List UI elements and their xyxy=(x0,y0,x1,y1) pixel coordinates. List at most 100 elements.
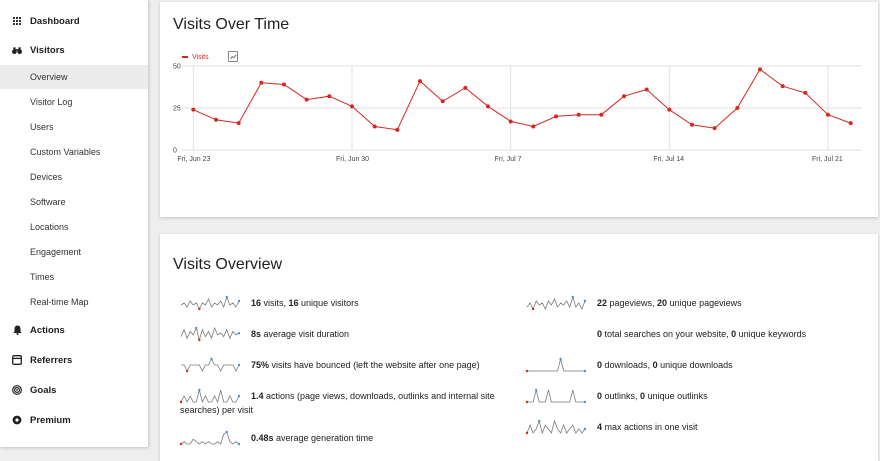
overview-metric-text: 0.48s average generation time xyxy=(251,433,373,443)
metric-label: max actions in one visit xyxy=(602,422,698,432)
visits-line-chart[interactable]: 0 25 50 Fri, Jun 23 Fri, Jun 30 Fri, Jul 7 Fri… xyxy=(160,32,878,212)
data-point[interactable] xyxy=(372,124,377,129)
data-point[interactable] xyxy=(531,124,536,129)
metric-label: total searches on your website, xyxy=(602,329,732,339)
sparkline[interactable] xyxy=(180,430,240,446)
data-point[interactable] xyxy=(395,127,400,132)
metric-value: 4 xyxy=(597,422,603,432)
data-point[interactable] xyxy=(644,87,649,92)
sidebar-item-users[interactable]: Users xyxy=(30,122,54,132)
sidebar-item-visitor-log[interactable]: Visitor Log xyxy=(30,97,73,107)
overview-metric-row: 0 total searches on your website, 0 uniq… xyxy=(526,326,806,342)
overview-metric-text: 0 downloads, 0 unique downloads xyxy=(597,360,733,370)
x-tick-label: Fri, Jun 23 xyxy=(177,156,210,163)
sidebar-item-devices[interactable]: Devices xyxy=(30,172,63,182)
data-point[interactable] xyxy=(327,94,332,99)
data-point[interactable] xyxy=(599,112,604,117)
sidebar-category-dashboard[interactable]: Dashboard xyxy=(0,9,148,33)
data-point[interactable] xyxy=(803,90,808,95)
metric-label: visits, xyxy=(261,298,289,308)
sidebar-category-label: Goals xyxy=(30,384,57,396)
data-point[interactable] xyxy=(214,117,218,122)
data-point[interactable] xyxy=(554,114,558,119)
metric-value: 1.4 xyxy=(251,391,264,401)
sidebar-category-goals[interactable]: Goals xyxy=(0,378,148,402)
sidebar-item-locations[interactable]: Locations xyxy=(30,222,69,232)
sidebar-item-custom-variables[interactable]: Custom Variables xyxy=(30,147,101,157)
target-icon xyxy=(12,385,22,395)
sparkline[interactable] xyxy=(526,326,586,342)
sidebar-category-visitors[interactable]: Visitors xyxy=(0,38,148,62)
sidebar-item-overview[interactable]: Overview xyxy=(0,65,148,89)
image-export-icon[interactable] xyxy=(228,51,238,62)
legend-swatch xyxy=(182,56,188,58)
data-point[interactable] xyxy=(826,112,830,117)
metric-value: 8s xyxy=(251,329,262,339)
data-point[interactable] xyxy=(304,97,309,102)
sidebar-item-real-time-map[interactable]: Real-time Map xyxy=(30,297,89,307)
data-point[interactable] xyxy=(486,104,490,109)
sidebar-category-actions[interactable]: Actions xyxy=(0,318,148,342)
sparkline[interactable] xyxy=(526,388,586,404)
sparkline[interactable] xyxy=(526,419,586,435)
metric-label: actions (page views, downloads, outlinks… xyxy=(263,391,495,401)
sidebar-item-engagement[interactable]: Engagement xyxy=(30,247,82,257)
visits-overview-card: Visits Overview 16 visits, 16 unique vis… xyxy=(160,234,878,461)
data-point[interactable] xyxy=(350,104,354,109)
sparkline[interactable] xyxy=(526,295,586,311)
sidebar-category-referrers[interactable]: Referrers xyxy=(0,348,148,372)
metric-label: average generation time xyxy=(273,433,374,443)
overview-metric-row: 22 pageviews, 20 unique pageviews xyxy=(526,295,742,311)
overview-metric-row: 0 outlinks, 0 unique outlinks xyxy=(526,388,708,404)
data-point[interactable] xyxy=(780,84,785,89)
sparkline[interactable] xyxy=(180,326,240,342)
data-point[interactable] xyxy=(667,107,672,112)
y-tick-label: 50 xyxy=(173,64,181,71)
overview-metric-text: 75% visits have bounced (left the websit… xyxy=(251,360,480,370)
sparkline[interactable] xyxy=(180,357,240,373)
metric-value: 16 xyxy=(288,298,299,308)
data-point[interactable] xyxy=(712,126,717,131)
metric-label: downloads, xyxy=(602,360,653,370)
sidebar: Dashboard Visitors Overview Visitor Log … xyxy=(0,0,148,447)
overview-metric-row: 0.48s average generation time xyxy=(180,430,373,446)
sparkline[interactable] xyxy=(180,388,240,404)
metric-label: pageviews, xyxy=(607,298,658,308)
metric-label: visits have bounced (left the website af… xyxy=(269,360,480,370)
dot-circle-icon xyxy=(12,415,22,425)
overview-metric-text: 4 max actions in one visit xyxy=(597,422,698,432)
x-tick-label: Fri, Jul 7 xyxy=(495,156,522,163)
data-point[interactable] xyxy=(508,119,513,124)
data-point[interactable] xyxy=(440,99,445,104)
bell-icon xyxy=(12,325,22,335)
overview-metric-text: 22 pageviews, 20 unique pageviews xyxy=(597,298,742,308)
y-tick-label: 25 xyxy=(173,106,181,113)
sparkline[interactable] xyxy=(180,295,240,311)
overview-metric-text: 16 visits, 16 unique visitors xyxy=(251,298,359,308)
sidebar-item-software[interactable]: Software xyxy=(30,197,66,207)
data-point[interactable] xyxy=(848,121,853,126)
chart-legend[interactable]: Visits xyxy=(182,51,209,63)
data-point[interactable] xyxy=(418,79,422,84)
overview-metric-text: 0 total searches on your website, 0 uniq… xyxy=(597,329,806,339)
sidebar-category-premium[interactable]: Premium xyxy=(0,408,148,432)
data-point[interactable] xyxy=(236,121,241,126)
sidebar-item-times[interactable]: Times xyxy=(30,272,55,282)
data-point[interactable] xyxy=(758,67,762,72)
data-point[interactable] xyxy=(463,85,468,90)
metric-label: unique outlinks xyxy=(645,391,708,401)
overview-metric-row: 0 downloads, 0 unique downloads xyxy=(526,357,733,373)
sidebar-category-label: Premium xyxy=(30,414,71,426)
data-point[interactable] xyxy=(576,112,581,117)
data-point[interactable] xyxy=(622,94,626,99)
data-point[interactable] xyxy=(191,107,196,112)
data-point[interactable] xyxy=(690,122,694,127)
metric-value: 0 xyxy=(597,329,603,339)
metric-value: 75% xyxy=(251,360,270,370)
x-tick-label: Fri, Jun 30 xyxy=(336,156,369,163)
data-point[interactable] xyxy=(259,80,264,85)
overview-metric-row: 16 visits, 16 unique visitors xyxy=(180,295,359,311)
data-point[interactable] xyxy=(282,82,286,87)
sparkline[interactable] xyxy=(526,357,586,373)
data-point[interactable] xyxy=(735,106,740,110)
